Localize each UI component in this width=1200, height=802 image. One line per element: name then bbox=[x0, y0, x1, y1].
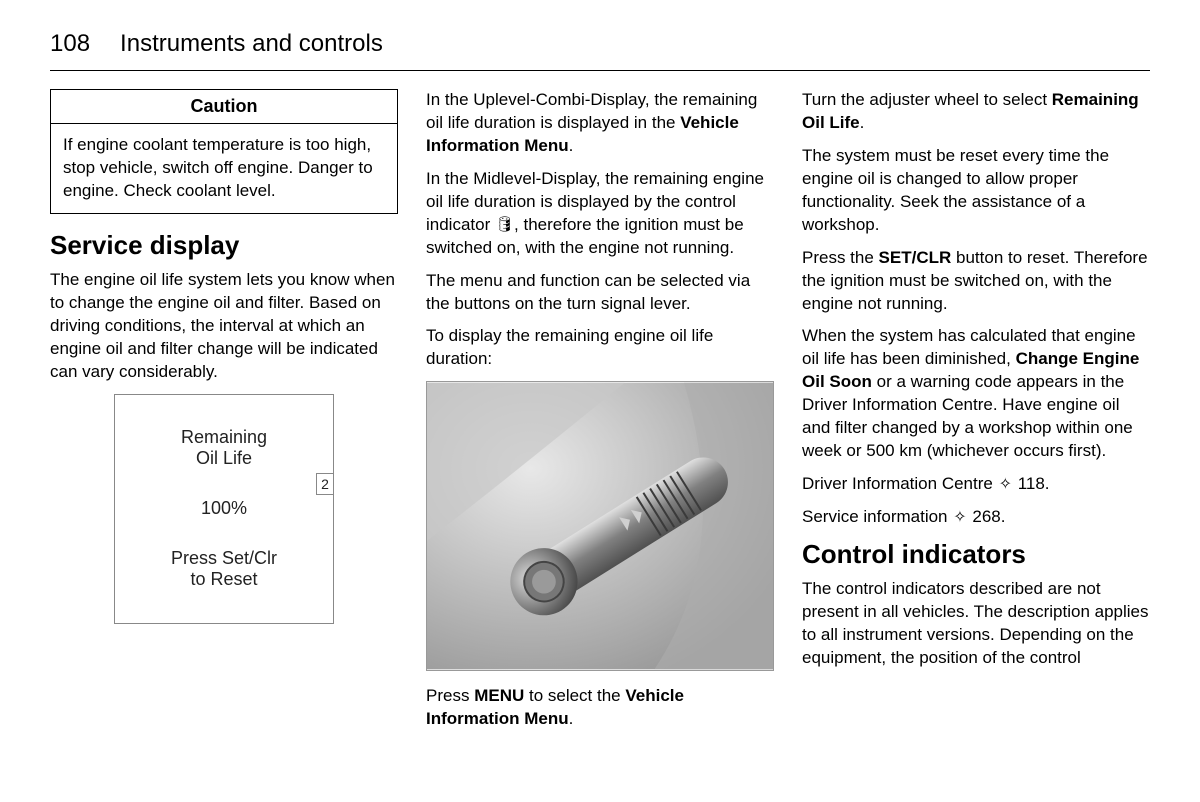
page-ref-icon: ✧ bbox=[999, 474, 1012, 496]
column-3: Turn the adjuster wheel to select Remain… bbox=[802, 89, 1150, 741]
text: Driver Information Centre bbox=[802, 474, 998, 493]
adjuster-para: Turn the adjuster wheel to select Remain… bbox=[802, 89, 1150, 135]
caution-body: If engine coolant temperature is too hig… bbox=[51, 124, 397, 213]
text: to select the bbox=[524, 686, 625, 705]
change-oil-para: When the system has calculated that engi… bbox=[802, 325, 1150, 463]
column-2: In the Uplevel-Combi-Display, the remain… bbox=[426, 89, 774, 741]
text: Turn the adjuster wheel to select bbox=[802, 90, 1052, 109]
text: Service information bbox=[802, 507, 952, 526]
display-text: Remaining bbox=[181, 427, 267, 448]
service-ref: Service information ✧ 268. bbox=[802, 506, 1150, 529]
text: 268. bbox=[968, 507, 1006, 526]
display-percent: 100% bbox=[201, 498, 247, 519]
oil-can-icon: 🛢 bbox=[495, 215, 514, 235]
control-indicators-heading: Control indicators bbox=[802, 539, 1150, 570]
service-intro: The engine oil life system lets you know… bbox=[50, 269, 398, 384]
page-number: 108 bbox=[50, 30, 90, 58]
text: . bbox=[569, 136, 574, 155]
text: . bbox=[569, 709, 574, 728]
display-line-remaining: Remaining Oil Life bbox=[181, 427, 267, 469]
press-menu-para: Press MENU to select the Vehicle Informa… bbox=[426, 685, 774, 731]
caution-title: Caution bbox=[51, 90, 397, 124]
display-line-reset: Press Set/Clr to Reset bbox=[171, 548, 277, 590]
midlevel-para: In the Midlevel-Display, the remaining e… bbox=[426, 168, 774, 260]
reset-para: The system must be reset every time the … bbox=[802, 145, 1150, 237]
control-indicators-intro: The control indicators described are not… bbox=[802, 578, 1150, 670]
column-1: Caution If engine coolant temperature is… bbox=[50, 89, 398, 741]
display-text: to Reset bbox=[171, 569, 277, 590]
content-columns: Caution If engine coolant temperature is… bbox=[50, 89, 1150, 741]
display-text: Oil Life bbox=[181, 448, 267, 469]
turn-signal-lever-illustration bbox=[426, 381, 774, 671]
caution-box: Caution If engine coolant temperature is… bbox=[50, 89, 398, 214]
page-header: 108 Instruments and controls bbox=[50, 30, 1150, 71]
uplevel-para: In the Uplevel-Combi-Display, the remain… bbox=[426, 89, 774, 158]
text: 118. bbox=[1013, 474, 1050, 493]
page-ref-icon: ✧ bbox=[953, 507, 966, 529]
chapter-title: Instruments and controls bbox=[120, 30, 383, 58]
text: Press bbox=[426, 686, 474, 705]
display-badge: 2 bbox=[316, 473, 334, 495]
service-display-heading: Service display bbox=[50, 230, 398, 261]
dic-ref: Driver Information Centre ✧ 118. bbox=[802, 473, 1150, 496]
text: . bbox=[860, 113, 865, 132]
display-text: Press Set/Clr bbox=[171, 548, 277, 569]
menu-para: The menu and function can be selected vi… bbox=[426, 270, 774, 316]
bold-text: SET/CLR bbox=[879, 248, 952, 267]
setclr-para: Press the SET/CLR button to reset. There… bbox=[802, 247, 1150, 316]
bold-text: MENU bbox=[474, 686, 524, 705]
lever-svg bbox=[427, 382, 773, 670]
text: Press the bbox=[802, 248, 879, 267]
oil-life-display: Remaining Oil Life 100% Press Set/Clr to… bbox=[114, 394, 334, 624]
display-intro: To display the remaining engine oil life… bbox=[426, 325, 774, 371]
